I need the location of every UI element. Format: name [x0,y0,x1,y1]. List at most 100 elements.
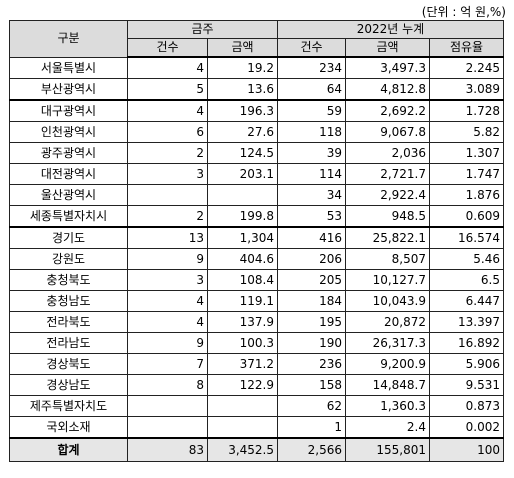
table-row: 강원도 9 404.6 206 8,507 5.46 [9,248,504,270]
cell-share: 16.574 [429,226,504,249]
cell-region: 광주광역시 [9,142,128,164]
cell-share: 5.82 [429,121,504,143]
header-week-group: 금주 [127,20,278,39]
cell-week-count [127,395,208,417]
table-row: 인천광역시 6 27.6 118 9,067.8 5.82 [9,121,504,143]
cell-region: 대구광역시 [9,99,128,122]
table-row: 제주특별자치도 62 1,360.3 0.873 [9,395,504,417]
header-share: 점유율 [429,38,504,58]
cell-share: 1.307 [429,142,504,164]
cell-share: 6.5 [429,269,504,291]
cell-cum-count: 59 [277,99,346,122]
cell-week-amount: 119.1 [207,290,278,312]
cell-week-amount: 13.6 [207,78,278,101]
cell-region: 세종특별자치시 [9,205,128,228]
cell-week-amount: 199.8 [207,205,278,228]
table-row: 울산광역시 34 2,922.4 1.876 [9,184,504,206]
cell-cum-amount: 10,043.9 [345,290,430,312]
cell-week-amount: 122.9 [207,374,278,396]
cell-region: 서울특별시 [9,56,128,79]
header-week-amount: 금액 [207,38,278,58]
cell-week-amount: 100.3 [207,332,278,354]
cell-week-count: 4 [127,290,208,312]
table-row: 국외소재 1 2.4 0.002 [9,416,504,439]
cell-share: 0.002 [429,416,504,439]
cell-week-amount: 124.5 [207,142,278,164]
cell-cum-amount: 14,848.7 [345,374,430,396]
cell-week-amount: 19.2 [207,56,278,79]
cell-week-count: 6 [127,121,208,143]
cell-cum-count: 1 [277,416,346,439]
table-row: 경상북도 7 371.2 236 9,200.9 5.906 [9,353,504,375]
cell-share: 3.089 [429,78,504,101]
total-week-count: 83 [127,437,208,462]
cell-share: 13.397 [429,311,504,333]
table-row: 전라북도 4 137.9 195 20,872 13.397 [9,311,504,333]
header-week-count: 건수 [127,38,208,58]
cell-cum-count: 234 [277,56,346,79]
cell-week-count [127,416,208,439]
cell-cum-amount: 2,922.4 [345,184,430,206]
cell-week-count: 4 [127,311,208,333]
cell-share: 0.609 [429,205,504,228]
cell-share: 2.245 [429,56,504,79]
header-cumulative-group: 2022년 누계 [277,20,504,39]
cell-week-count: 13 [127,226,208,249]
cell-week-count: 2 [127,205,208,228]
cell-cum-count: 205 [277,269,346,291]
total-share: 100 [429,437,504,462]
cell-share: 5.906 [429,353,504,375]
cell-share: 1.728 [429,99,504,122]
cell-week-amount: 108.4 [207,269,278,291]
cell-share: 6.447 [429,290,504,312]
cell-cum-count: 34 [277,184,346,206]
cell-share: 5.46 [429,248,504,270]
cell-cum-count: 118 [277,121,346,143]
cell-region: 국외소재 [9,416,128,439]
cell-cum-amount: 9,200.9 [345,353,430,375]
cell-week-amount: 27.6 [207,121,278,143]
cell-region: 경상남도 [9,374,128,396]
table-row: 대전광역시 3 203.1 114 2,721.7 1.747 [9,163,504,185]
total-week-amount: 3,452.5 [207,437,278,462]
cell-cum-amount: 2.4 [345,416,430,439]
cell-week-count: 5 [127,78,208,101]
table-row: 서울특별시 4 19.2 234 3,497.3 2.245 [9,56,504,79]
cell-cum-count: 158 [277,374,346,396]
cell-region: 부산광역시 [9,78,128,101]
cell-week-amount: 1,304 [207,226,278,249]
cell-week-count: 9 [127,248,208,270]
cell-cum-amount: 8,507 [345,248,430,270]
cell-cum-count: 195 [277,311,346,333]
cell-region: 충청북도 [9,269,128,291]
table-row: 충청북도 3 108.4 205 10,127.7 6.5 [9,269,504,291]
cell-cum-count: 190 [277,332,346,354]
table-row: 경기도 13 1,304 416 25,822.1 16.574 [9,226,504,249]
cell-cum-amount: 1,360.3 [345,395,430,417]
cell-week-amount: 137.9 [207,311,278,333]
cell-cum-amount: 10,127.7 [345,269,430,291]
cell-cum-count: 206 [277,248,346,270]
cell-share: 1.747 [429,163,504,185]
cell-week-count: 3 [127,163,208,185]
cell-cum-count: 114 [277,163,346,185]
cell-cum-amount: 2,036 [345,142,430,164]
table-row: 전라남도 9 100.3 190 26,317.3 16.892 [9,332,504,354]
table-row: 대구광역시 4 196.3 59 2,692.2 1.728 [9,99,504,122]
cell-region: 경기도 [9,226,128,249]
total-row: 합계 83 3,452.5 2,566 155,801 100 [9,437,504,462]
cell-share: 9.531 [429,374,504,396]
cell-week-amount: 371.2 [207,353,278,375]
cell-week-count: 4 [127,56,208,79]
table-row: 부산광역시 5 13.6 64 4,812.8 3.089 [9,78,504,101]
cell-region: 울산광역시 [9,184,128,206]
cell-week-amount: 196.3 [207,99,278,122]
cell-week-count: 2 [127,142,208,164]
cell-share: 16.892 [429,332,504,354]
table-row: 세종특별자치시 2 199.8 53 948.5 0.609 [9,205,504,228]
cell-week-amount [207,184,278,206]
cell-region: 충청남도 [9,290,128,312]
cell-week-count: 4 [127,99,208,122]
cell-week-amount [207,395,278,417]
header-cum-count: 건수 [277,38,346,58]
